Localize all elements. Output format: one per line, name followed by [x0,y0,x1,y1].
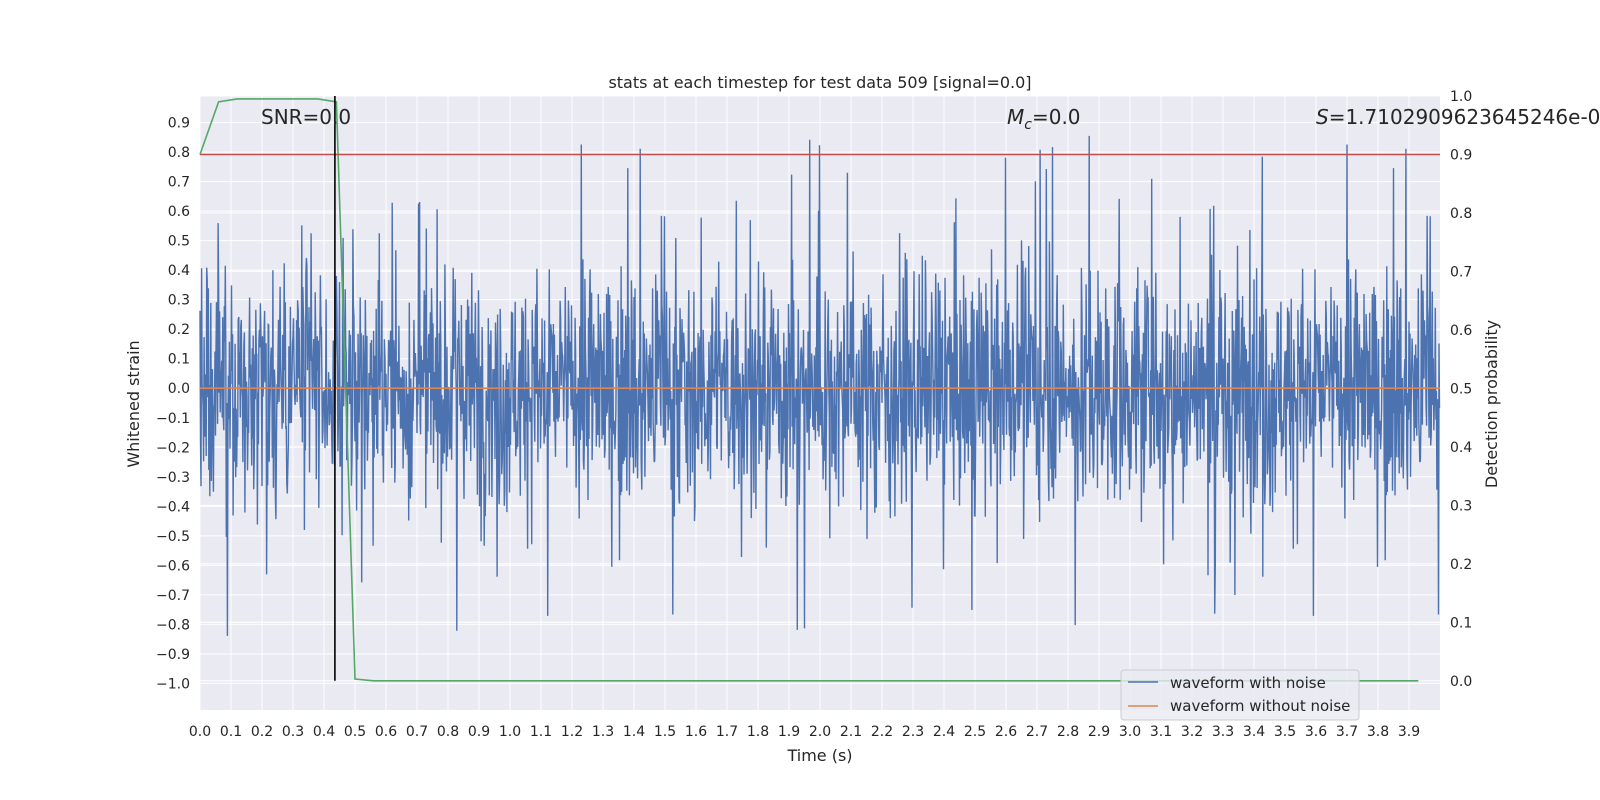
x-tick-label: 0.5 [344,724,366,740]
x-tick-label: 2.4 [933,724,955,740]
x-tick-label: 1.2 [561,724,583,740]
y-right-tick-label: 0.6 [1450,323,1472,339]
y-left-tick-label: 0.8 [168,145,190,161]
x-tick-label: 1.7 [716,724,738,740]
x-tick-label: 1.5 [654,724,676,740]
x-tick-label: 1.4 [623,724,645,740]
x-tick-label: 1.6 [685,724,707,740]
x-tick-label: 3.2 [1181,724,1203,740]
x-tick-label: 3.6 [1305,724,1327,740]
x-tick-label: 1.9 [778,724,800,740]
x-tick-label: 0.2 [251,724,273,740]
legend-label-noise: waveform with noise [1170,674,1326,692]
series-lines [199,96,1440,682]
annotation-snr: SNR=0.0 [261,105,351,129]
annotation-mc: Mc=0.0 [1007,105,1081,133]
x-tick-label: 0.6 [375,724,397,740]
y-left-tick-label: 0.9 [168,116,190,132]
y-right-tick-label: 0.1 [1450,615,1472,631]
x-tick-label: 2.6 [995,724,1017,740]
x-tick-label: 0.9 [468,724,490,740]
y-right-tick-label: 0.5 [1450,381,1472,397]
y-left-tick-label: 0.0 [168,381,190,397]
x-tick-label: 0.1 [220,724,242,740]
x-tick-label: 2.0 [809,724,831,740]
x-tick-label: 0.8 [437,724,459,740]
x-tick-label: 0.7 [406,724,428,740]
x-tick-label: 2.1 [840,724,862,740]
x-axis-label: Time (s) [786,746,852,765]
x-tick-label: 3.3 [1212,724,1234,740]
chart-title: stats at each timestep for test data 509… [608,73,1031,92]
x-tick-label: 3.4 [1243,724,1265,740]
series-waveform-with-noise [199,135,1441,636]
x-tick-label: 3.8 [1367,724,1389,740]
y-left-tick-label: 0.3 [168,293,190,309]
y-axis-label-left: Whitened strain [124,340,143,467]
y-right-tick-label: 0.7 [1450,264,1472,280]
y-right-tick-label: 0.4 [1450,440,1472,456]
tick-labels: 0.0 0.1 0.2 0.3 0.4 0.5 0.6 0.7 0.8 0.9 1.0 1.1 1.2 1… [156,89,1472,740]
y-left-tick-label: 0.5 [168,234,190,250]
x-tick-label: 1.1 [530,724,552,740]
x-tick-label: 0.4 [313,724,335,740]
x-tick-label: 3.9 [1398,724,1420,740]
x-tick-label: 2.2 [871,724,893,740]
x-tick-label: 2.9 [1088,724,1110,740]
x-tick-label: 1.8 [747,724,769,740]
x-tick-label: 2.7 [1026,724,1048,740]
x-tick-label: 1.3 [592,724,614,740]
legend-box [1120,669,1360,721]
annotation-s: S=1.7102909623645246e-0 [1316,105,1600,129]
y-left-tick-label: 0.2 [168,322,190,338]
y-left-tick-label: 0.6 [168,204,190,220]
x-tick-label: 0.3 [282,724,304,740]
x-tick-label: 2.8 [1057,724,1079,740]
y-right-tick-label: 0.9 [1450,147,1472,163]
y-right-tick-label: 1.0 [1450,89,1472,105]
y-axis-label-right: Detection probability [1482,320,1501,488]
x-tick-label: 3.1 [1150,724,1172,740]
detection-probability-line [199,98,1419,682]
y-left-tick-label: −0.3 [156,470,190,486]
y-left-tick-label: 0.7 [168,175,190,191]
y-left-tick-label: −0.6 [156,558,190,574]
x-tick-label: 2.5 [964,724,986,740]
legend-label-clean: waveform without noise [1170,697,1350,715]
x-tick-label: 3.7 [1336,724,1358,740]
x-tick-label: 2.3 [902,724,924,740]
y-left-tick-label: 0.4 [168,263,190,279]
waveform-with-noise-line [199,135,1441,636]
y-left-tick-label: −0.4 [156,499,190,515]
x-tick-label: 0.0 [189,724,211,740]
y-left-tick-label: −0.8 [156,617,190,633]
legend: waveform with noise waveform without noi… [1120,669,1360,721]
y-left-tick-label: −0.5 [156,529,190,545]
y-right-tick-label: 0.2 [1450,557,1472,573]
y-left-tick-label: 0.1 [168,352,190,368]
y-right-tick-label: 0.0 [1450,674,1472,690]
y-left-tick-label: −0.7 [156,588,190,604]
x-tick-label: 3.0 [1119,724,1141,740]
y-right-tick-label: 0.3 [1450,498,1472,514]
x-tick-label: 3.5 [1274,724,1296,740]
y-left-tick-label: −0.1 [156,411,190,427]
x-tick-label: 1.0 [499,724,521,740]
y-right-tick-label: 0.8 [1450,206,1472,222]
y-left-tick-label: −1.0 [156,676,190,692]
y-left-tick-label: −0.2 [156,440,190,456]
y-left-tick-label: −0.9 [156,647,190,663]
